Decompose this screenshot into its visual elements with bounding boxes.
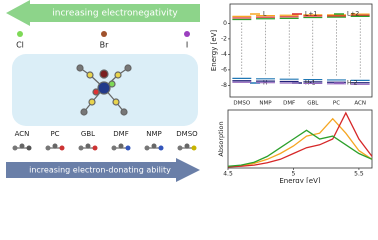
solvent-label: ACN [15,130,30,138]
y-tick-label: -8 [221,82,227,89]
absorption-curve [227,117,373,168]
solvent-label: PC [50,130,59,138]
plot-frame [227,109,373,169]
solvent-atom [26,145,32,151]
x-axis-label: Energy [eV] [279,177,321,183]
figure: increasing electronegativity Cl Br I ACN… [6,0,373,183]
halogen: I [186,41,188,50]
solvent-label: NMP [146,130,162,138]
solvent-row: ACN PC GBL DMF NMP DMSO [12,130,198,151]
x-tick-label: GBL [307,101,319,107]
solvent-atom [111,145,117,151]
solvent-atom [184,143,190,149]
y-tick-label: -4 [221,51,227,58]
solvent-atom [85,143,91,149]
electronegativity-arrow [6,0,200,26]
y-tick-label: -6 [221,66,227,73]
y-tick-label: -2 [221,35,227,42]
x-tick-label: PC [333,101,340,107]
solvent-label: DMSO [176,130,198,138]
legend-label: H-2 [347,80,358,87]
solvent-label: DMF [113,130,128,138]
solvent-atom [78,145,84,151]
absorption-curve [227,129,373,167]
x-tick-label: DMSO [233,101,250,107]
x-tick-label: 4.5 [223,171,233,178]
x-tick-label: ACN [354,101,366,107]
legend-label: L+2 [347,11,359,18]
cl-dot [17,31,23,37]
solvent-atom [118,143,124,149]
solvent-atom [158,145,164,151]
y-tick-label: 0 [223,20,227,27]
x-tick-label: NMP [259,101,272,107]
solvent-atom [19,143,25,149]
br-dot [101,31,107,37]
x-tick-label: 5.5 [354,171,364,178]
solvent-atom [92,145,98,151]
solvent-atom [59,145,65,151]
solvent-atom [12,145,18,151]
legend-label: L+1 [305,11,317,18]
plot-frame [229,3,373,98]
x-tick-label: DMF [283,101,295,107]
y-axis-label: Absorption [217,121,225,156]
halogen: Cl [16,41,24,50]
halogen: Br [100,41,109,50]
i-dot [184,31,190,37]
y-axis-label: Energy [eV] [210,30,218,72]
solvent-atom [151,143,157,149]
solvent-atom [144,145,150,151]
solvent-atom [52,143,58,149]
bottom-arrow-label: increasing electron-donating ability [29,166,171,175]
donating-arrow [6,158,200,182]
plots: 0 -2 -4 -6 -8 Energy [eV] DMSO NMP DMF GBL PC ACN L L… [210,3,373,183]
top-arrow-label: increasing electronegativity [52,9,178,19]
absorption-curve [227,111,373,168]
legend-label: L [263,11,267,18]
solvent-atom [191,145,197,151]
x-tick-label: 5 [292,171,296,178]
molecule [76,64,132,116]
solvent-atom [125,145,131,151]
solvent-atom [45,145,51,151]
solvent-atom [177,145,183,151]
solvent-label: GBL [81,130,95,138]
